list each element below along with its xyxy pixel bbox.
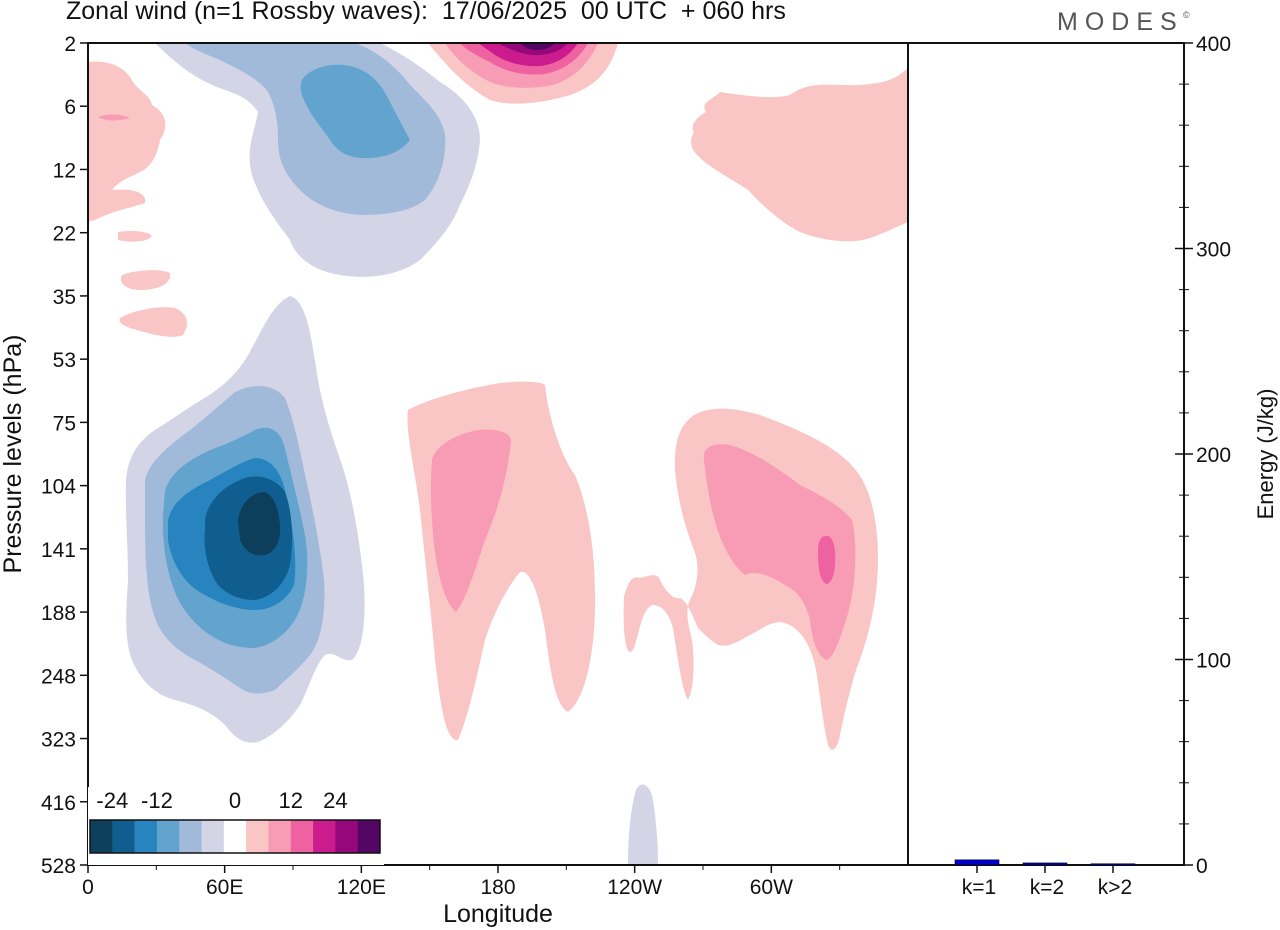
energy-panel-frame [907,42,1185,866]
energy-category-label: k>2 [1098,876,1132,899]
energy-tick-label: 200 [1196,444,1231,467]
y-tick-label: 6 [64,96,76,119]
energy-category-labels: k=1 k=2 k>2 [962,865,1132,899]
y-tick-label: 248 [41,665,76,688]
x-tick-label: 60E [206,876,243,899]
y-axis: 2 6 12 22 35 53 75 104 141 188 248 323 416 528 [41,33,88,878]
energy-axis-label: Energy (J/kg) [1253,389,1278,520]
colorbar-label: -12 [141,788,173,813]
colorbar-swatch [90,820,113,853]
y-tick-label: 53 [53,349,76,372]
y-tick-label: 22 [53,223,76,246]
colorbar-label: 12 [279,788,303,813]
copyright-mark: © [1183,10,1190,20]
contour-pos4-strat-west-edge [88,61,166,223]
colorbar-label: 24 [323,788,347,813]
x-tick-label: 120W [607,876,662,899]
energy-tick-label: 300 [1196,239,1231,262]
colorbar-label: -24 [96,788,128,813]
colorbar-swatch [335,820,358,853]
contour-pos4-blob-30 [120,270,171,290]
contour-neg24-trop-core [238,492,281,556]
contour-plot [88,43,908,865]
colorbar-swatch [223,820,247,853]
y-tick-label: 75 [53,412,76,435]
x-tick-label: 120E [337,876,386,899]
y-tick-label: 323 [41,729,76,752]
x-tick-label: 180 [480,876,515,899]
energy-category-label: k=1 [962,876,996,899]
contour-pos4-blob-22 [118,231,152,242]
y-tick-label: 35 [53,286,76,309]
colorbar-swatch [179,820,202,853]
energy-tick-label: 400 [1196,33,1231,56]
colorbar-swatch [290,820,314,853]
colorbar-outline [89,819,381,854]
energy-bar [1090,863,1136,866]
colorbar-legend: -24 -12 0 12 24 [88,787,384,865]
chart-title: Zonal wind (n=1 Rossby waves): 17/06/202… [66,0,786,25]
energy-bars [954,859,1136,866]
x-tick-label: 60W [750,876,793,899]
colorbar-swatch [357,820,381,853]
contour-neg4-bottom-ellipse [628,784,658,865]
energy-tick-label: 0 [1196,855,1208,878]
energy-category-label: k=2 [1030,876,1064,899]
energy-tick-label: 100 [1196,650,1231,673]
y-tick-label: 416 [41,792,76,815]
colorbar-swatch [112,820,135,853]
contour-pos8-strat-west-edge [98,114,130,121]
contour-pos12-west-hemisphere [818,535,836,584]
modes-logo: MODES [1057,8,1184,36]
contour-pos4-strat-east [691,68,908,242]
positive-contours [88,43,908,865]
x-axis-label: Longitude [443,900,553,928]
colorbar-swatch [156,820,180,853]
colorbar-label: 0 [229,788,241,813]
colorbar-swatch [134,820,158,853]
colorbar-swatch [313,820,336,853]
y-tick-label: 104 [41,476,76,499]
y-tick-label: 141 [41,539,76,562]
x-tick-label: 0 [82,876,94,899]
contour-pos24-top-peak [520,43,555,50]
colorbar-swatch [201,820,225,853]
y-tick-label: 2 [64,33,76,56]
contour-pos8-west-hemisphere [703,444,856,660]
contour-neg12-strat-core [300,64,410,159]
contour-pos8-dateline-lobe [430,429,511,612]
y-tick-label: 12 [53,159,76,182]
y-axis-label: Pressure levels (hPa) [0,335,27,574]
energy-bar [1022,862,1068,866]
x-axis: 0 60E 120E 180 120W 60W [82,865,841,899]
contour-pos4-blob-38 [119,307,187,337]
y-tick-label: 188 [41,602,76,625]
energy-bar [954,859,1000,866]
negative-contours [125,43,658,865]
colorbar-swatch [246,820,269,853]
y-tick-label: 528 [41,855,76,878]
energy-axis: 0 100 200 300 400 [1175,33,1231,878]
colorbar-swatch [268,820,292,853]
